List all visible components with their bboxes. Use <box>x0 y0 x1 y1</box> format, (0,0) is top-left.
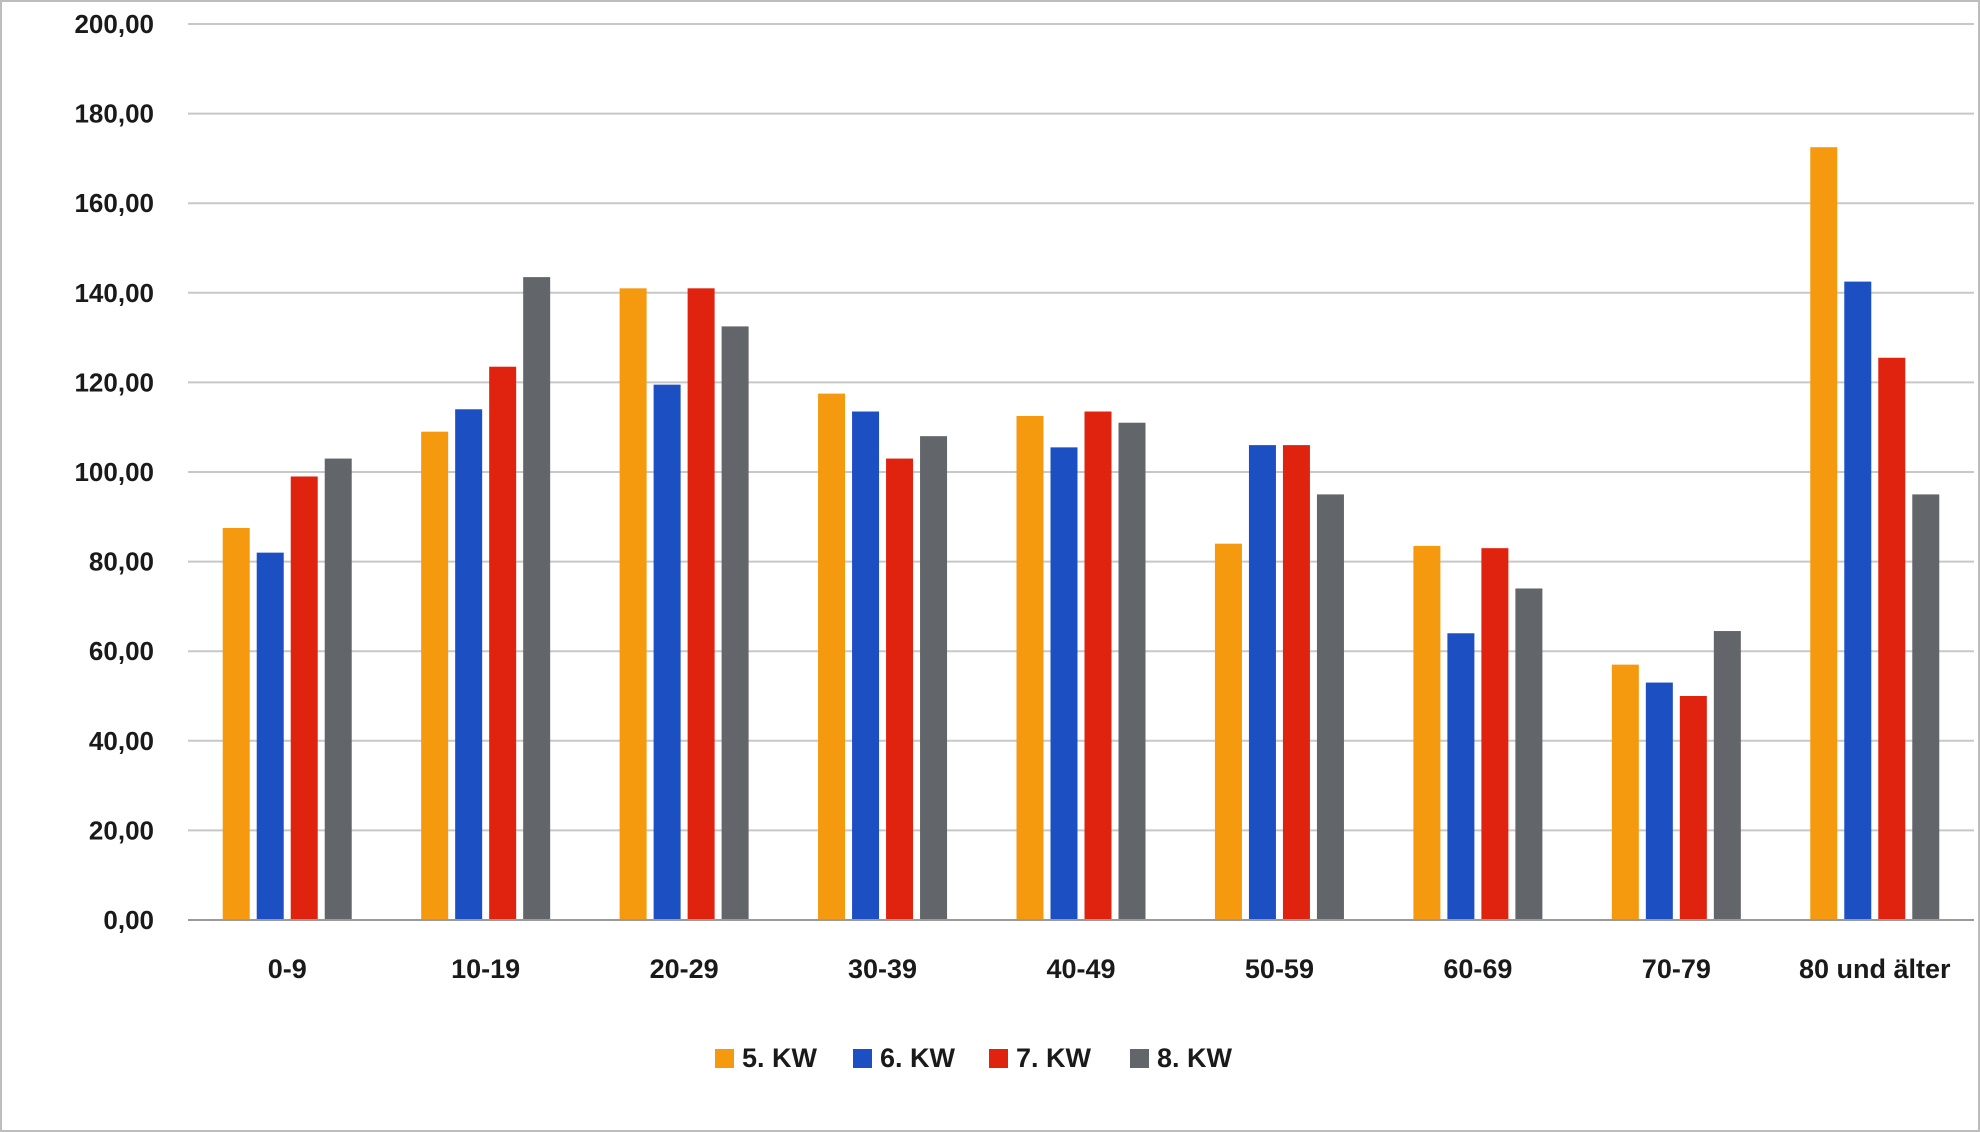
bar-8-kw-60-69 <box>1515 588 1543 920</box>
legend-item: 7. KW <box>989 1043 1092 1073</box>
bar-5-kw-0-9 <box>222 528 250 920</box>
y-tick-label: 40,00 <box>89 726 154 756</box>
x-tick-label: 80 und älter <box>1799 954 1951 984</box>
y-tick-label: 60,00 <box>89 636 154 666</box>
bar-7-kw-60-69 <box>1481 548 1509 920</box>
bar-7-kw-80-und-lter <box>1878 357 1906 920</box>
legend-item: 5. KW <box>715 1043 818 1073</box>
x-tick-label: 40-49 <box>1046 954 1115 984</box>
bar-7-kw-30-39 <box>886 458 914 920</box>
bar-8-kw-80-und-lter <box>1912 494 1940 920</box>
bar-8-kw-40-49 <box>1118 422 1146 920</box>
bar-6-kw-30-39 <box>852 411 880 920</box>
bar-7-kw-40-49 <box>1084 411 1112 920</box>
y-tick-label: 0,00 <box>103 905 154 935</box>
legend-swatch <box>853 1049 872 1068</box>
x-tick-label: 0-9 <box>268 954 307 984</box>
y-tick-label: 100,00 <box>74 457 154 487</box>
legend-swatch <box>1130 1049 1149 1068</box>
bar-7-kw-70-79 <box>1679 696 1707 920</box>
bar-5-kw-20-29 <box>619 288 647 920</box>
bar-8-kw-50-59 <box>1316 494 1344 920</box>
y-tick-label: 80,00 <box>89 547 154 577</box>
x-tick-label: 70-79 <box>1642 954 1711 984</box>
legend-label: 6. KW <box>880 1043 956 1073</box>
bar-6-kw-0-9 <box>256 552 284 920</box>
bar-6-kw-10-19 <box>455 409 483 920</box>
bar-7-kw-50-59 <box>1282 445 1310 920</box>
x-tick-label: 60-69 <box>1443 954 1512 984</box>
y-tick-label: 160,00 <box>74 188 154 218</box>
bar-6-kw-50-59 <box>1248 445 1276 920</box>
legend-swatch <box>715 1049 734 1068</box>
bar-6-kw-70-79 <box>1645 682 1673 920</box>
bar-5-kw-70-79 <box>1611 664 1639 920</box>
y-tick-label: 180,00 <box>74 99 154 129</box>
bar-7-kw-0-9 <box>290 476 318 920</box>
legend-item: 8. KW <box>1130 1043 1233 1073</box>
legend-swatch <box>989 1049 1008 1068</box>
y-axis-tick-labels: 0,00 20,00 40,00 60,00 80,00 100,00 120,00 140,… <box>74 9 154 935</box>
bar-5-kw-30-39 <box>818 393 846 921</box>
bar-8-kw-30-39 <box>920 436 948 920</box>
bar-8-kw-0-9 <box>324 458 352 920</box>
legend-label: 8. KW <box>1157 1043 1233 1073</box>
x-tick-label: 10-19 <box>451 954 520 984</box>
bar-6-kw-60-69 <box>1447 633 1475 920</box>
bar-7-kw-20-29 <box>687 288 715 920</box>
bar-5-kw-50-59 <box>1214 543 1242 920</box>
y-tick-label: 200,00 <box>74 9 154 39</box>
bar-5-kw-40-49 <box>1016 416 1044 920</box>
x-tick-label: 20-29 <box>650 954 719 984</box>
bar-5-kw-60-69 <box>1413 545 1441 920</box>
bar-8-kw-20-29 <box>721 326 749 920</box>
gridlines <box>188 23 1974 832</box>
bars <box>222 147 1940 921</box>
legend-label: 5. KW <box>742 1043 818 1073</box>
bar-6-kw-40-49 <box>1050 447 1078 920</box>
x-tick-label: 50-59 <box>1245 954 1314 984</box>
bar-8-kw-70-79 <box>1713 631 1741 920</box>
bar-6-kw-80-und-lter <box>1844 281 1872 921</box>
x-axis: 0-9 10-19 20-29 30-39 40-49 50-59 60-69 70-79 80… <box>188 919 1974 984</box>
bar-6-kw-20-29 <box>653 384 681 920</box>
bar-5-kw-10-19 <box>421 431 449 920</box>
legend-label: 7. KW <box>1016 1043 1092 1073</box>
y-tick-label: 120,00 <box>74 367 154 397</box>
legend: 5. KW 6. KW 7. KW 8. KW <box>715 1043 1233 1073</box>
legend-item: 6. KW <box>853 1043 956 1073</box>
y-tick-label: 20,00 <box>89 815 154 845</box>
bar-5-kw-80-und-lter <box>1810 147 1838 920</box>
bar-8-kw-10-19 <box>523 277 551 920</box>
bar-7-kw-10-19 <box>489 366 517 921</box>
y-tick-label: 140,00 <box>74 278 154 308</box>
x-tick-label: 30-39 <box>848 954 917 984</box>
